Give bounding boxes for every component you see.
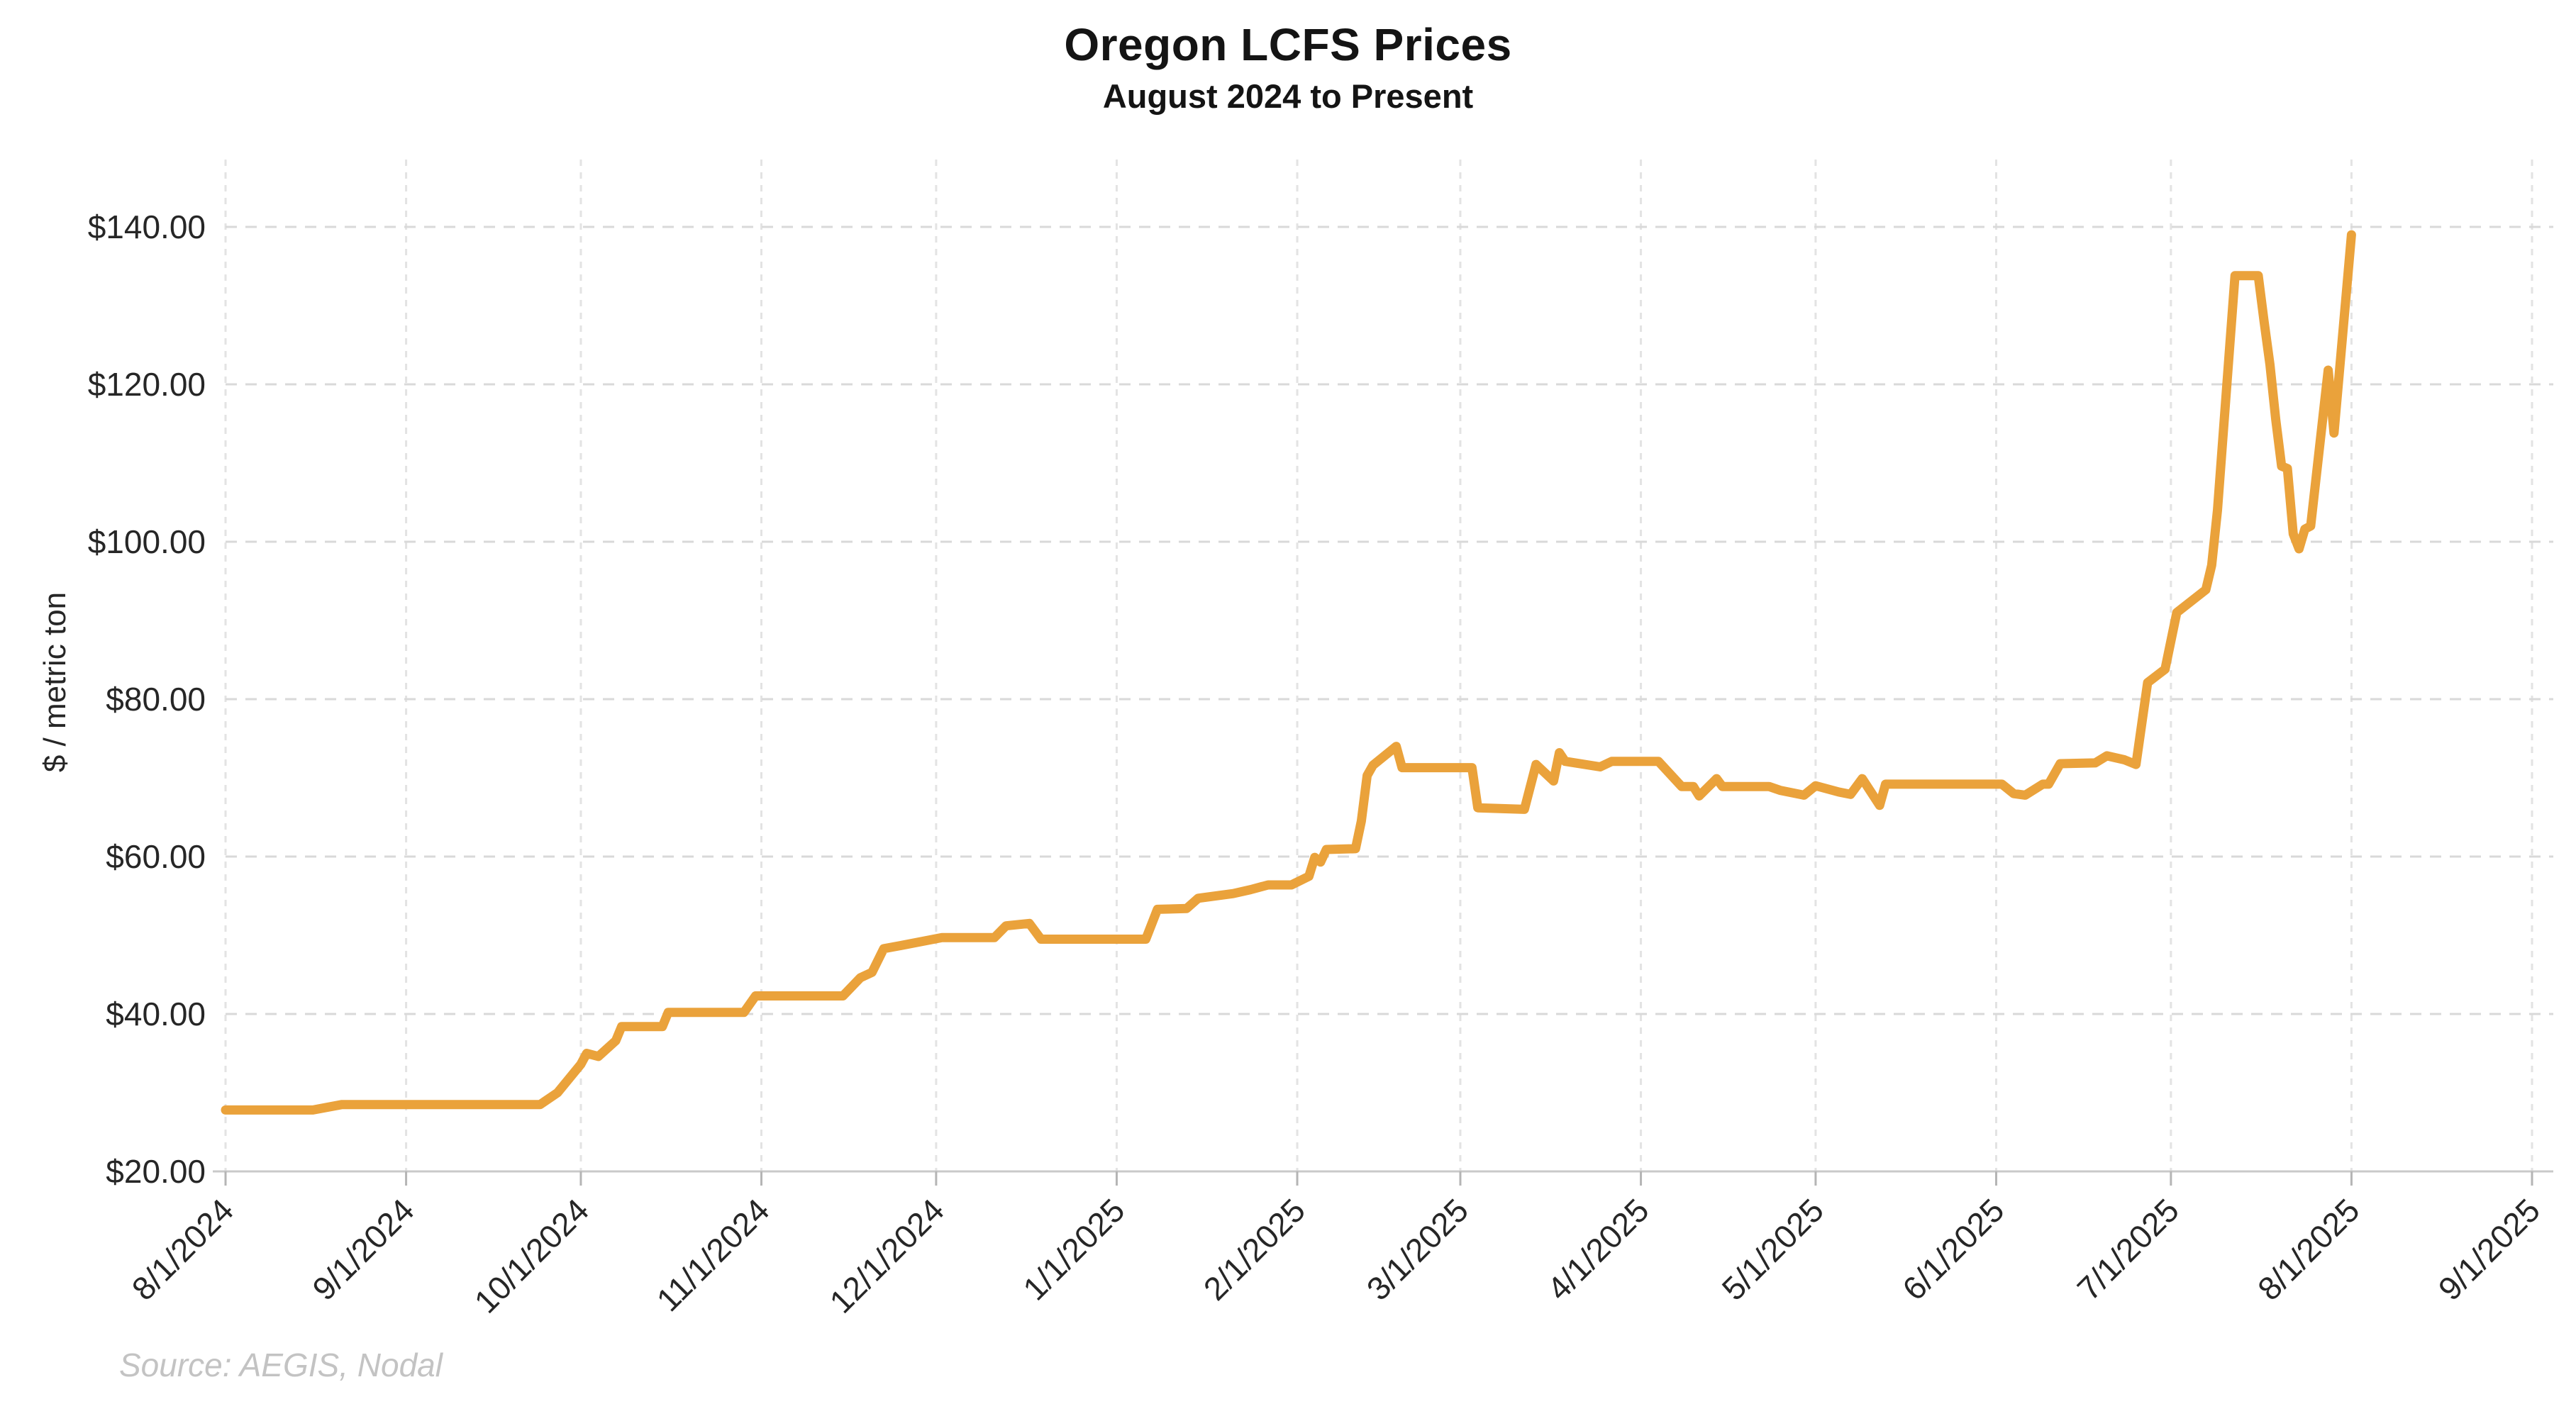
y-tick-labels: $20.00 $40.00 $60.00 $80.00 $100.00 $120.00 $1… [88,208,206,1190]
source-note: Source: AEGIS, Nodal [119,1347,443,1383]
y-tick-label: $100.00 [88,523,206,560]
x-tick-label: 9/1/2025 [2431,1191,2547,1307]
chart-title: Oregon LCFS Prices [1064,19,1512,70]
x-tick-label: 2/1/2025 [1197,1191,1312,1307]
price-series-line [221,230,2356,1115]
h-gridlines [226,225,2553,1015]
x-tick-label: 8/1/2025 [2250,1191,2366,1307]
x-tick-label: 8/1/2024 [125,1191,240,1307]
x-tick-label: 11/1/2024 [650,1191,777,1318]
x-tick-label: 10/1/2024 [467,1191,596,1320]
y-tick-label: $120.00 [88,366,206,403]
y-tick-label: $80.00 [106,681,206,718]
x-tick-marks [224,1171,2533,1186]
x-tick-label: 5/1/2025 [1715,1191,1831,1307]
y-tick-label: $140.00 [88,208,206,245]
v-gridlines [224,160,2533,1171]
x-tick-label: 7/1/2025 [2070,1191,2186,1307]
x-tick-label: 6/1/2025 [1895,1191,2011,1307]
x-tick-label: 4/1/2025 [1540,1191,1655,1307]
y-tick-label: $40.00 [106,996,206,1032]
y-tick-label: $60.00 [106,838,206,875]
price-line [221,230,2356,1115]
x-tick-label: 9/1/2024 [305,1191,421,1307]
x-tick-label: 12/1/2024 [822,1191,950,1320]
x-tick-labels: 8/1/2024 9/1/2024 10/1/2024 11/1/2024 12/1/2… [125,1191,2547,1320]
y-tick-label: $20.00 [106,1153,206,1190]
chart-subtitle: August 2024 to Present [1102,77,1474,115]
x-tick-label: 1/1/2025 [1016,1191,1131,1307]
x-tick-label: 3/1/2025 [1360,1191,1475,1307]
